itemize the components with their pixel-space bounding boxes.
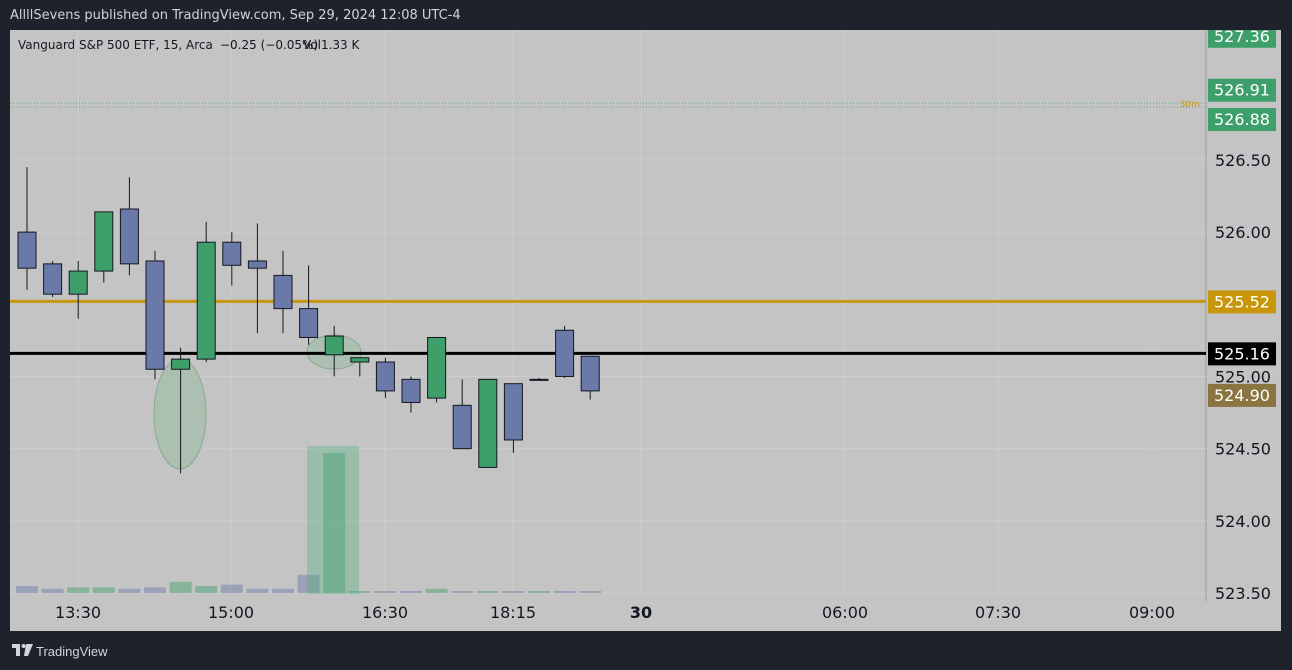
price-tick-label: 525.00 [1215, 367, 1271, 386]
dotted-level-tag: 30m [1180, 100, 1200, 110]
volume-bar [476, 591, 499, 593]
volume-bar [323, 453, 346, 593]
volume-bar [92, 587, 115, 593]
volume-bar [348, 591, 371, 593]
volume-bar [502, 591, 525, 593]
candle-body [580, 355, 600, 392]
time-tick-label: 07:30 [975, 603, 1021, 622]
candle-body [529, 378, 549, 381]
candle-body [350, 357, 370, 363]
candle-body [145, 260, 165, 370]
candlestick-chart[interactable]: 30m 526.50 526.00 525.00 524.50 524.00 523.50… [10, 30, 1281, 631]
candle-body [503, 383, 523, 441]
candle-body [427, 336, 447, 399]
volume-bar [67, 587, 90, 593]
volume-bar [528, 591, 550, 593]
legend-volume: Vol1.33 K [303, 38, 360, 52]
candle-body [452, 404, 472, 450]
time-tick-label: 30 [630, 603, 652, 622]
volume-bar [41, 588, 64, 593]
time-axis[interactable] [10, 601, 1281, 631]
volume-bar [374, 591, 397, 593]
volume-bar [297, 574, 320, 593]
volume-bar [118, 588, 141, 593]
volume-bars [16, 453, 602, 593]
volume-bar [220, 584, 243, 593]
price-tag-label: 526.88 [1214, 110, 1270, 129]
candle-body [401, 378, 421, 403]
candle-body [196, 241, 216, 360]
price-tag-box [1208, 30, 1276, 48]
volume-bar [144, 587, 166, 593]
volume-bar [16, 586, 38, 593]
price-tag-box [1208, 383, 1276, 407]
price-tag-label: 525.52 [1214, 292, 1270, 311]
candle-body [171, 358, 191, 370]
volume-bar [425, 588, 448, 593]
tradingview-logo-icon [12, 644, 33, 656]
candle-body [68, 270, 88, 295]
wick-highlight-ellipse [153, 358, 207, 470]
volume-bar [272, 588, 294, 593]
legend-change: −0.25 (−0.05%) [220, 38, 318, 52]
price-tag-label: 525.16 [1214, 344, 1270, 363]
candle-body [478, 378, 498, 468]
volume-bar [246, 588, 269, 593]
candle-body [247, 260, 267, 269]
candle-body [17, 231, 37, 269]
publish-bar: AllllSevens published on TradingView.com… [0, 0, 1292, 30]
time-tick-label: 13:30 [55, 603, 101, 622]
candle-body [94, 211, 114, 272]
publish-text: AllllSevens published on TradingView.com… [10, 8, 461, 23]
tradingview-brand: TradingView [36, 644, 108, 659]
price-tag-box [1208, 342, 1276, 366]
time-tick-labels: 13:30 15:00 16:30 18:15 30 06:00 07:30 09:00 [55, 603, 1175, 622]
price-tick-labels: 526.50 526.00 525.00 524.50 524.00 523.50 [1215, 151, 1271, 603]
candle-body [555, 329, 575, 377]
grid-lines [10, 30, 1206, 594]
volume-bar [400, 591, 422, 593]
volume-bar [195, 586, 218, 593]
candle-body [273, 274, 293, 310]
volume-bar [169, 581, 192, 593]
candle-body [299, 308, 319, 338]
time-tick-label: 18:15 [490, 603, 536, 622]
candle-body [43, 263, 63, 295]
price-tag-label: 524.90 [1214, 386, 1270, 405]
price-tick-label: 523.50 [1215, 584, 1271, 603]
volume-bar [579, 591, 602, 593]
time-tick-label: 06:00 [822, 603, 868, 622]
legend-symbol: Vanguard S&P 500 ETF, 15, Arca [18, 38, 213, 52]
time-tick-label: 16:30 [362, 603, 408, 622]
price-tick-label: 526.50 [1215, 151, 1271, 170]
price-tag-label: 527.36 [1214, 30, 1270, 46]
price-tag-box [1208, 108, 1276, 132]
volume-bar [553, 591, 576, 593]
price-tag-label: 526.91 [1214, 81, 1270, 100]
candle-body [222, 241, 242, 266]
time-tick-label: 09:00 [1129, 603, 1175, 622]
candle-body [324, 335, 344, 356]
price-tick-label: 524.50 [1215, 440, 1271, 459]
candle-body [375, 361, 395, 392]
price-tick-label: 524.00 [1215, 512, 1271, 531]
plot-background [10, 30, 1206, 601]
candle-body [119, 208, 139, 265]
price-tags: 527.36 526.91 526.88 525.52 525.16 524.90 [1208, 30, 1276, 407]
candles [17, 167, 600, 474]
price-tag-box [1208, 290, 1276, 314]
footer-bar: TradingView [0, 632, 1292, 670]
price-tag-box [1208, 78, 1276, 102]
volume-bar [451, 591, 474, 593]
volume-highlight-box [307, 446, 359, 594]
time-tick-label: 15:00 [208, 603, 254, 622]
price-tick-label: 526.00 [1215, 223, 1271, 242]
